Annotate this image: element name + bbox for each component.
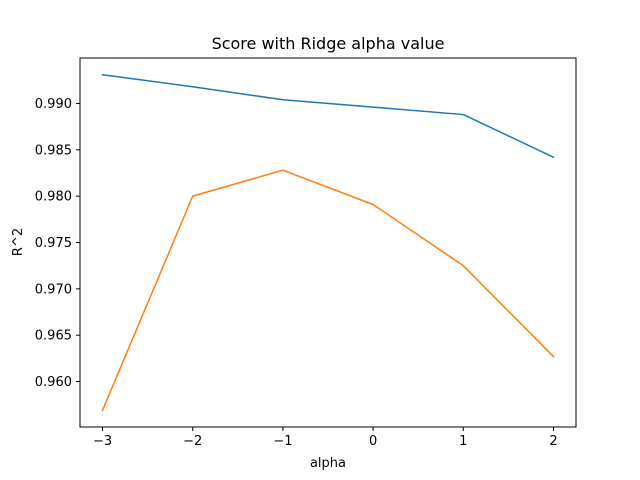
y-axis-label: R^2 xyxy=(11,228,26,256)
x-axis-label: alpha xyxy=(310,456,346,471)
chart-title: Score with Ridge alpha value xyxy=(212,34,445,53)
y-tick-label: 0.990 xyxy=(35,97,72,112)
y-tick-label: 0.970 xyxy=(35,282,72,297)
series-line-1 xyxy=(101,73,555,159)
series-layer xyxy=(101,73,555,412)
plot-frame xyxy=(79,57,577,428)
x-axis-ticks: −3 −2 −1 0 1 2 xyxy=(93,427,558,449)
y-tick-label: 0.960 xyxy=(35,375,72,390)
y-tick-label: 0.985 xyxy=(35,143,72,158)
x-tick-label: 1 xyxy=(459,434,467,449)
y-tick-label: 0.975 xyxy=(35,236,72,251)
y-tick-label: 0.980 xyxy=(35,190,72,205)
series-line-2 xyxy=(101,169,555,412)
x-tick-label: 2 xyxy=(549,434,557,449)
y-tick-label: 0.965 xyxy=(35,329,72,344)
x-tick-label: 0 xyxy=(369,434,377,449)
x-tick-label: −1 xyxy=(273,434,292,449)
y-axis-ticks: 0.960 0.965 0.970 0.975 0.980 0.985 0.990 xyxy=(35,97,80,390)
x-tick-label: −2 xyxy=(183,434,202,449)
x-tick-label: −3 xyxy=(93,434,112,449)
plot-background xyxy=(80,58,576,427)
